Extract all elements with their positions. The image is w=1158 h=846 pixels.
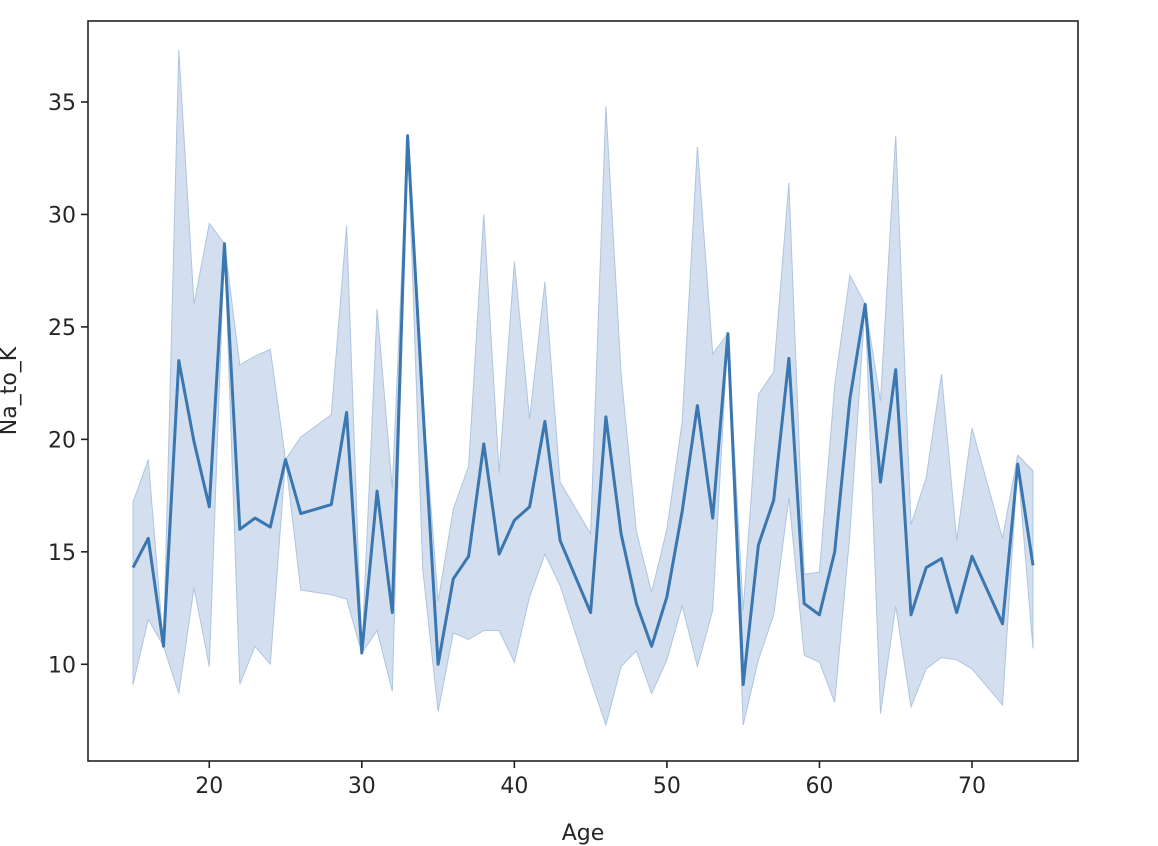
confidence-band <box>132 50 1034 727</box>
series-line-layer <box>131 134 1035 686</box>
y-tick-label: 30 <box>48 203 76 228</box>
x-tick-label: 20 <box>195 774 223 799</box>
y-axis-ticks: 10 15 20 25 30 35 <box>48 91 88 678</box>
plot-frame <box>87 20 1079 762</box>
y-axis-label: Na_to_K <box>0 346 22 435</box>
x-axis-ticks: 20 30 40 50 60 70 <box>195 761 986 799</box>
confidence-band-layer <box>132 50 1034 727</box>
y-tick-label: 35 <box>48 91 76 116</box>
x-tick-label: 40 <box>500 774 528 799</box>
x-axis-label: Age <box>562 821 605 846</box>
x-tick-label: 70 <box>958 774 986 799</box>
y-tick-label: 15 <box>48 541 76 566</box>
x-tick-label: 60 <box>805 774 833 799</box>
y-tick-label: 10 <box>48 653 76 678</box>
y-tick-label: 20 <box>48 428 76 453</box>
y-tick-label: 25 <box>48 316 76 341</box>
x-tick-label: 50 <box>653 774 681 799</box>
x-tick-label: 30 <box>348 774 376 799</box>
series-line <box>131 134 1035 686</box>
